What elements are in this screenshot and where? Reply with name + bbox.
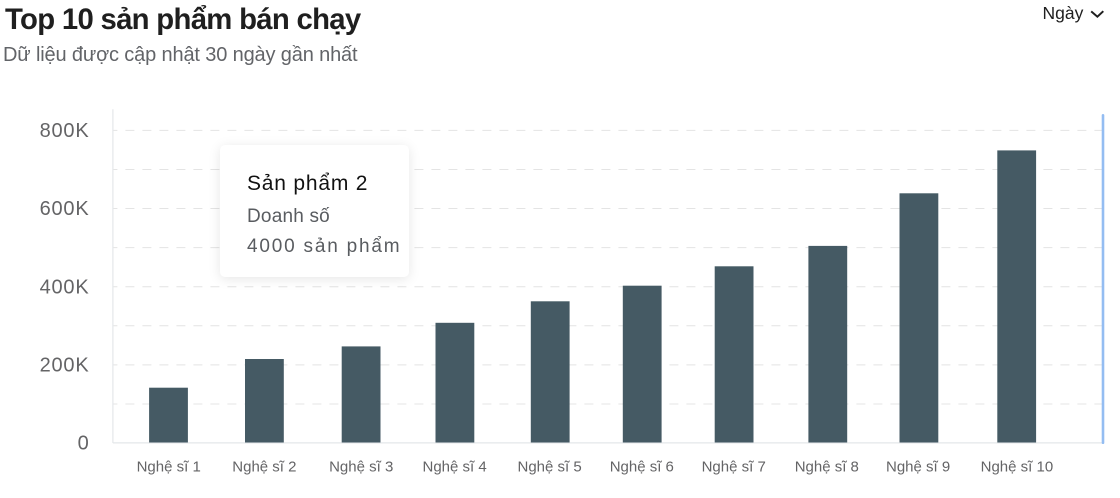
svg-text:Nghệ sĩ 3: Nghệ sĩ 3 [329, 459, 393, 476]
svg-text:Nghệ sĩ 5: Nghệ sĩ 5 [517, 459, 581, 476]
svg-text:Nghệ sĩ 2: Nghệ sĩ 2 [232, 459, 296, 476]
svg-text:600K: 600K [40, 198, 90, 220]
svg-text:200K: 200K [40, 355, 90, 377]
svg-text:Nghệ sĩ 1: Nghệ sĩ 1 [137, 459, 201, 476]
svg-text:Nghệ sĩ 4: Nghệ sĩ 4 [422, 459, 486, 476]
svg-text:0: 0 [78, 433, 90, 455]
svg-text:Nghệ sĩ 7: Nghệ sĩ 7 [702, 459, 766, 476]
svg-text:800K: 800K [40, 120, 90, 142]
svg-text:400K: 400K [40, 276, 90, 298]
svg-text:Nghệ sĩ 8: Nghệ sĩ 8 [795, 459, 859, 476]
svg-text:Nghệ sĩ 10: Nghệ sĩ 10 [981, 459, 1054, 476]
svg-text:Nghệ sĩ 6: Nghệ sĩ 6 [610, 459, 674, 476]
svg-text:Nghệ sĩ 9: Nghệ sĩ 9 [886, 459, 950, 476]
